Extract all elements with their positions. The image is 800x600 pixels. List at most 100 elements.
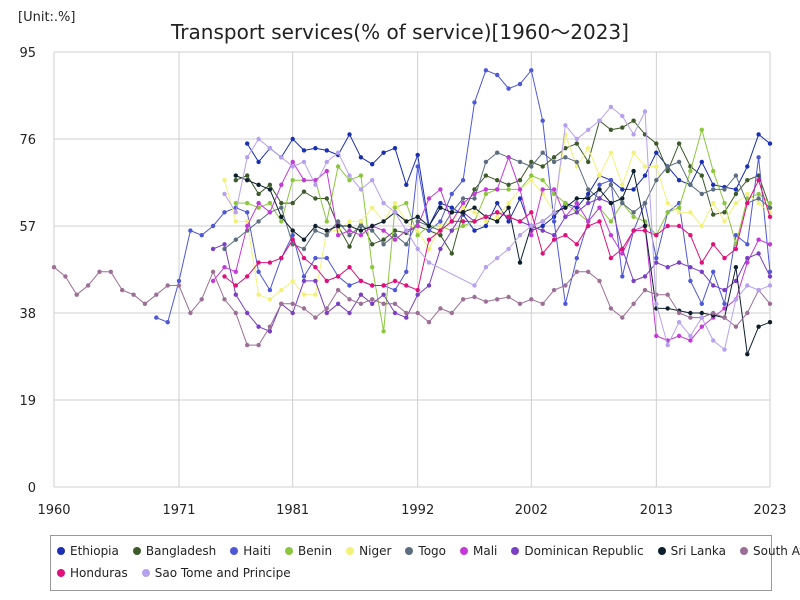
data-point [699, 301, 704, 306]
data-point [642, 274, 648, 279]
data-point [631, 187, 636, 192]
data-point [188, 228, 193, 233]
data-point [745, 191, 750, 197]
legend-label: Dominican Republic [524, 544, 644, 558]
data-point [688, 315, 693, 320]
x-tick-label: 1971 [162, 503, 195, 518]
data-point [597, 182, 602, 187]
data-point [517, 159, 523, 165]
data-point [301, 246, 307, 252]
data-point [256, 205, 261, 210]
data-point [722, 306, 727, 311]
data-point [347, 310, 352, 316]
legend-item: South Africa [740, 544, 800, 558]
data-point [267, 187, 273, 192]
data-point [392, 146, 398, 151]
data-point [711, 212, 716, 217]
data-point [540, 187, 545, 192]
data-point [483, 299, 489, 304]
data-point [722, 347, 727, 352]
data-point [426, 228, 432, 233]
data-point [233, 269, 238, 274]
data-point [449, 310, 454, 316]
data-point [438, 233, 443, 238]
data-point [358, 278, 364, 284]
data-point [472, 191, 477, 197]
data-point [586, 187, 591, 192]
data-point [324, 233, 329, 238]
data-point [642, 109, 648, 114]
data-point [415, 310, 420, 316]
data-point [301, 148, 307, 153]
data-point [460, 200, 466, 206]
data-point [574, 269, 579, 274]
data-point [165, 283, 170, 288]
data-point [449, 205, 454, 210]
data-point [313, 182, 318, 187]
data-point [279, 182, 284, 187]
data-point [563, 233, 568, 238]
data-point [472, 228, 477, 233]
data-point [290, 242, 295, 247]
data-point [517, 196, 523, 201]
data-point [495, 219, 500, 224]
data-point [97, 269, 102, 274]
data-point [290, 178, 295, 183]
data-point [517, 233, 523, 238]
data-point [449, 251, 454, 256]
data-point [245, 274, 250, 279]
data-point [301, 278, 307, 284]
data-point [620, 182, 625, 187]
data-point [358, 228, 364, 233]
data-point [324, 219, 329, 224]
data-point [495, 178, 500, 183]
data-point [131, 292, 136, 297]
series-line [235, 127, 771, 332]
data-point [335, 233, 341, 238]
data-point [438, 205, 443, 210]
data-point [711, 200, 716, 206]
legend-swatch [460, 547, 468, 555]
data-point [767, 141, 773, 146]
legend-item: Benin [284, 544, 332, 558]
data-point [711, 242, 716, 247]
data-point [711, 283, 716, 288]
data-point [438, 200, 443, 206]
data-point [335, 164, 341, 169]
data-point [290, 164, 295, 169]
data-point [415, 292, 420, 297]
data-point [358, 301, 364, 306]
data-point [483, 219, 489, 224]
data-point [279, 214, 284, 219]
data-point [347, 283, 352, 288]
legend-label: Niger [359, 544, 392, 558]
data-point [415, 152, 420, 158]
data-point [517, 301, 523, 306]
data-point [597, 173, 602, 178]
data-point [370, 301, 375, 306]
data-point [370, 178, 375, 183]
data-point [745, 260, 750, 265]
data-point [324, 310, 329, 316]
legend-swatch [57, 569, 65, 577]
data-point [745, 352, 750, 357]
data-point [313, 265, 318, 270]
data-point [631, 214, 636, 219]
data-point [222, 242, 227, 247]
data-point [586, 146, 591, 151]
data-point [631, 118, 636, 123]
data-point [449, 191, 454, 197]
legend-label: Sri Lanka [670, 544, 727, 558]
data-point [654, 150, 659, 155]
data-point [222, 178, 227, 183]
data-point [279, 205, 284, 210]
data-point [381, 242, 386, 247]
series-south-africa [51, 265, 773, 348]
data-point [688, 210, 693, 215]
data-point [722, 210, 727, 215]
data-point [245, 178, 250, 183]
data-point [483, 191, 489, 197]
data-point [517, 178, 523, 183]
data-point [460, 223, 466, 229]
data-point [370, 297, 375, 302]
